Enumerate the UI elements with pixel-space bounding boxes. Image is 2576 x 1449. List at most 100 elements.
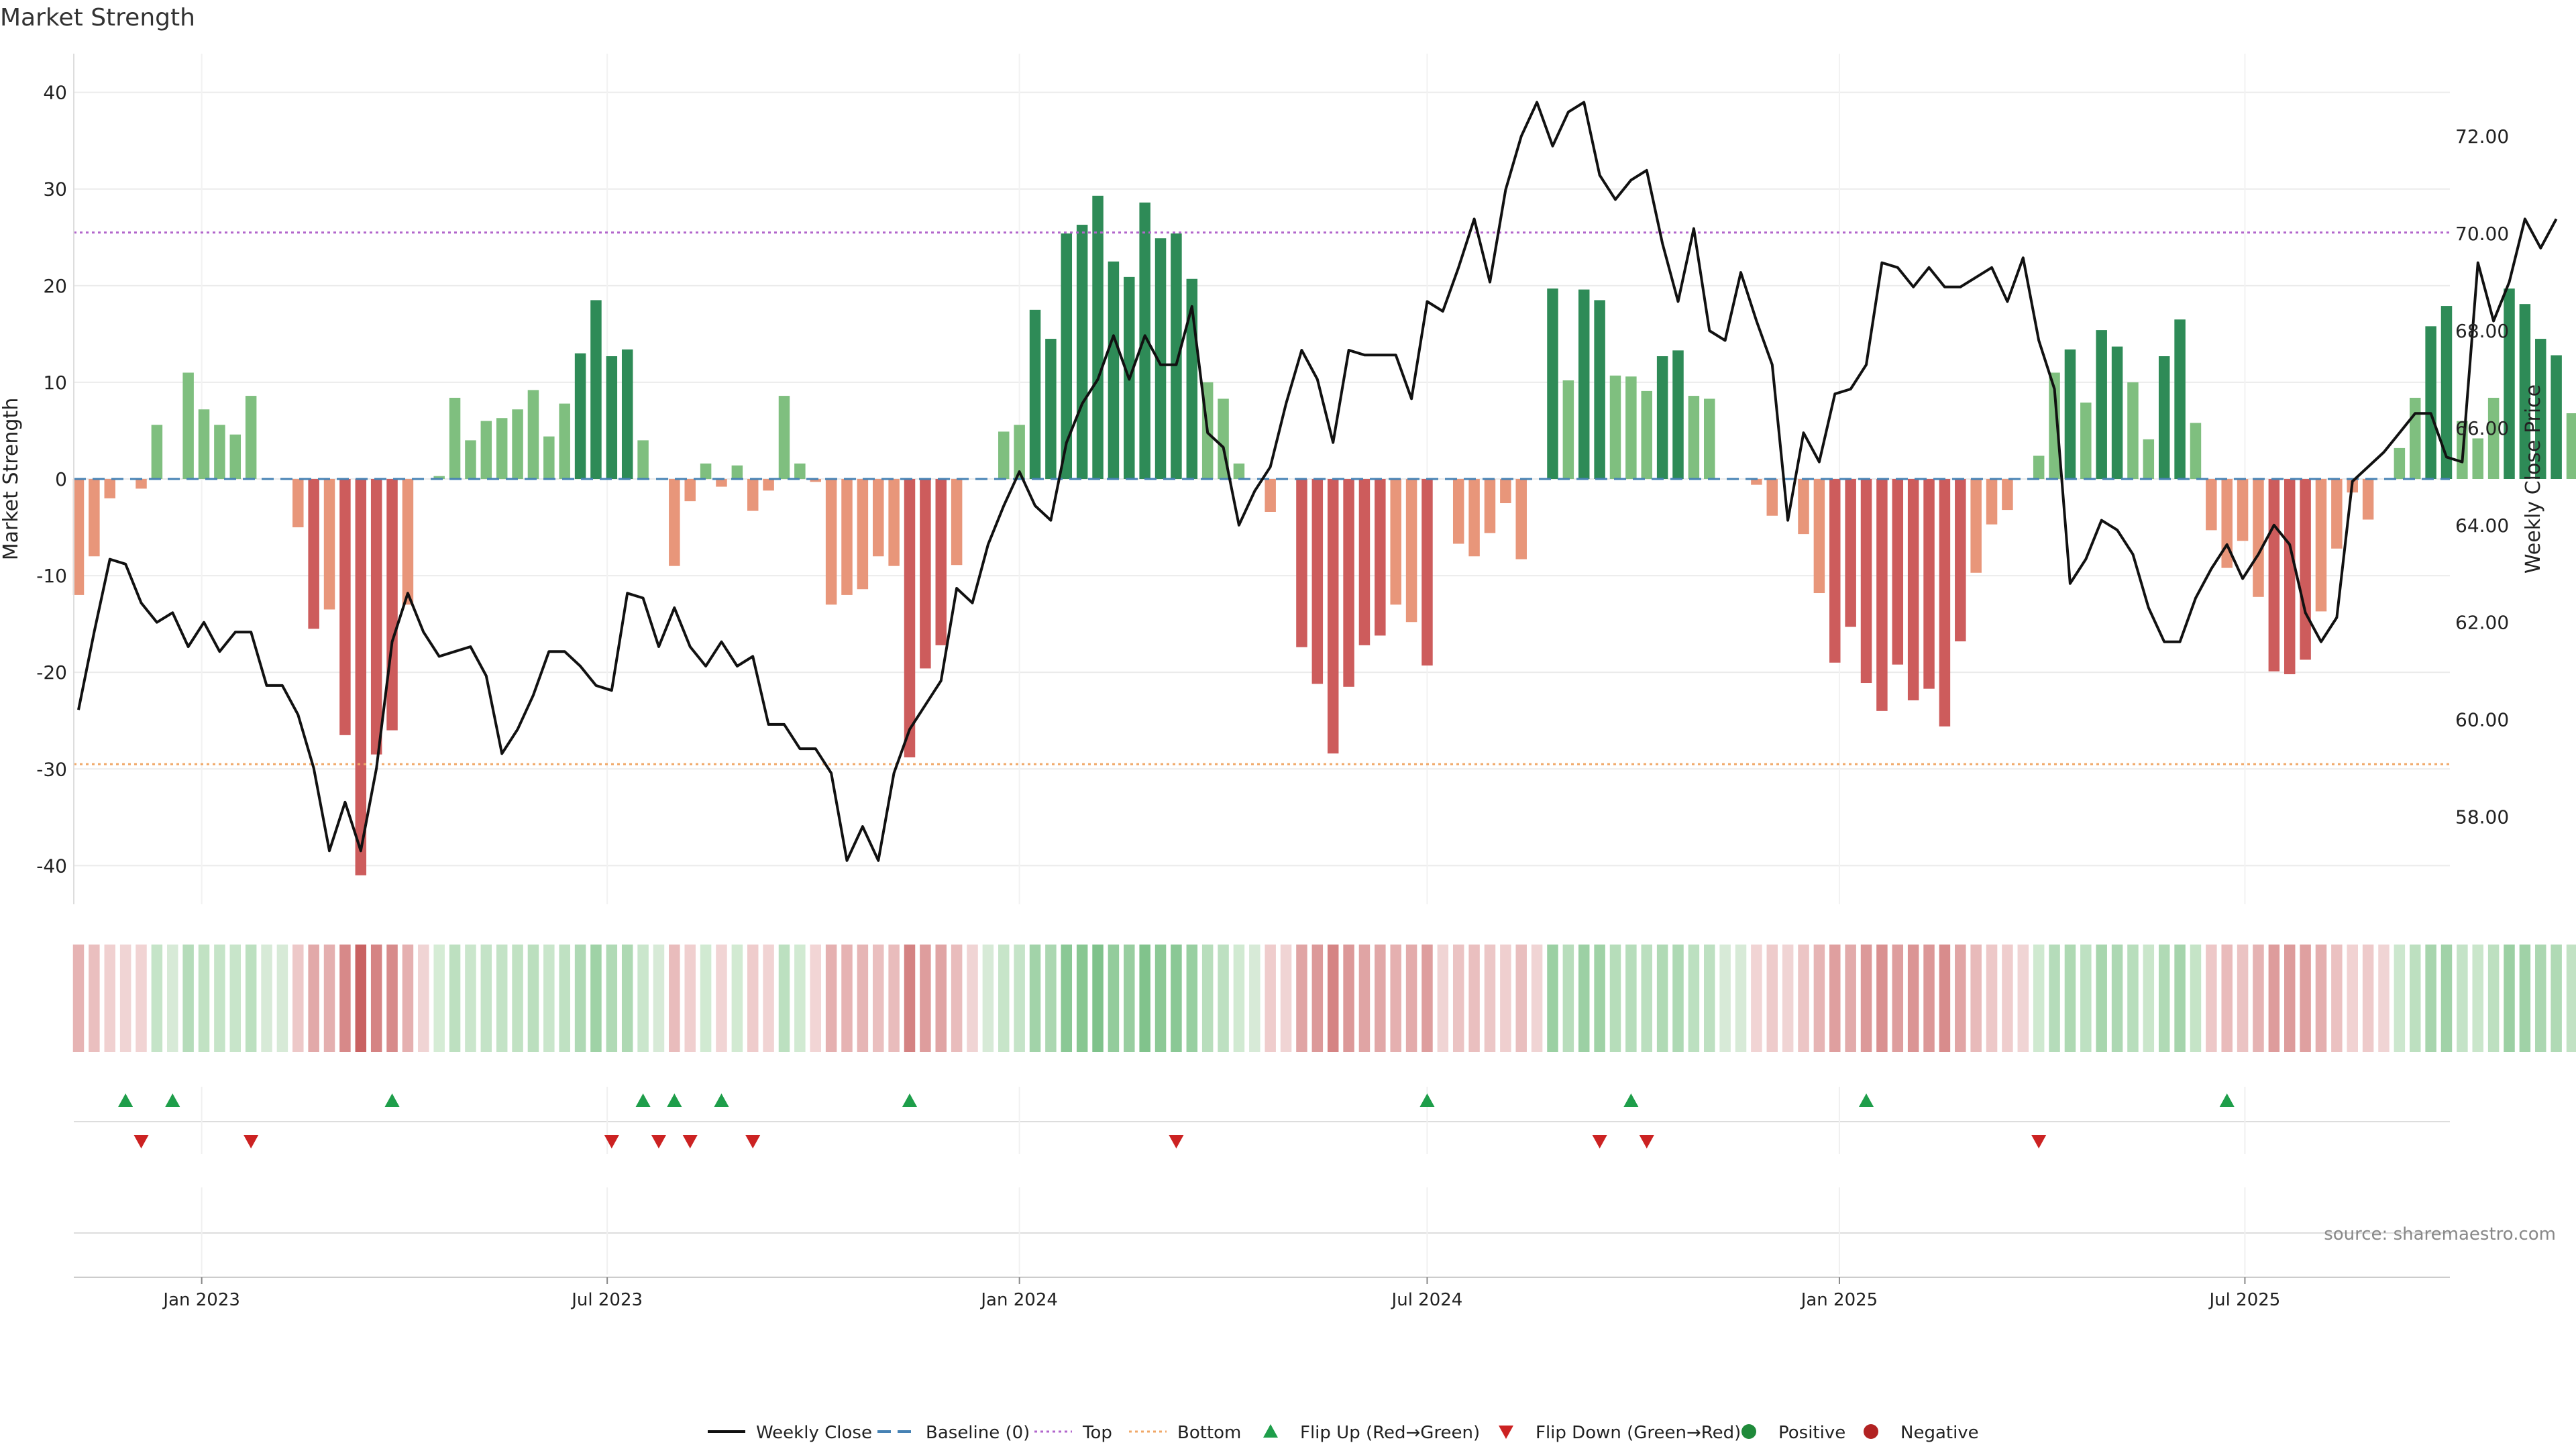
heat-cell <box>1311 945 1324 1052</box>
heat-cell <box>1907 945 1919 1052</box>
strength-bar <box>339 479 351 735</box>
heat-cell <box>261 945 272 1052</box>
flip-down-marker <box>2031 1135 2047 1148</box>
heat-cell <box>1688 945 1700 1052</box>
strength-bar <box>1076 225 1088 479</box>
strength-bar <box>2410 397 2421 479</box>
heat-cell <box>1437 945 1449 1052</box>
heat-cell <box>1625 945 1637 1052</box>
heat-cell <box>2049 945 2060 1052</box>
source-label: source: sharemaestro.com <box>2324 1224 2556 1244</box>
y-tick-label: -30 <box>36 758 67 780</box>
strength-bar <box>2190 423 2202 479</box>
heat-cell <box>1672 945 1684 1052</box>
strength-bar <box>2440 306 2453 479</box>
flip-up-marker <box>118 1093 133 1107</box>
strength-bar <box>1014 425 1025 479</box>
weekly-close-line <box>77 101 2558 862</box>
heat-cell <box>2472 945 2483 1052</box>
heat-cell <box>825 945 837 1052</box>
strength-bar <box>716 479 727 487</box>
heat-cell <box>998 945 1010 1052</box>
strength-bar <box>2206 479 2217 531</box>
heat-cell <box>1782 945 1794 1052</box>
heat-cell <box>1218 945 1229 1052</box>
heat-cell <box>72 945 85 1052</box>
strength-bar <box>386 479 398 731</box>
strength-bar <box>2096 330 2107 479</box>
strength-bar <box>1955 479 1966 642</box>
heat-cell <box>89 945 100 1052</box>
strength-bar <box>2049 372 2060 479</box>
strength-bar <box>2033 455 2045 479</box>
strength-bar <box>606 356 618 479</box>
heat-cell <box>1139 945 1150 1052</box>
strength-bar <box>1688 396 1700 479</box>
legend-label: Weekly Close <box>756 1423 872 1443</box>
heat-cell <box>1390 945 1401 1052</box>
strength-bar <box>1421 479 1433 666</box>
heat-cell <box>1594 945 1605 1052</box>
heat-cell <box>2457 945 2468 1052</box>
strength-bar <box>2519 304 2531 479</box>
heat-cell <box>2127 945 2139 1052</box>
heat-cell <box>229 945 241 1052</box>
strength-bar <box>559 403 570 479</box>
flip-down-marker <box>682 1135 698 1148</box>
heat-cell <box>1421 945 1433 1052</box>
strength-bar <box>229 434 241 479</box>
heat-cell <box>1327 945 1339 1052</box>
strength-bar <box>1484 479 1496 533</box>
x-tick-label: Jan 2025 <box>1800 1290 1878 1310</box>
flip-down-marker <box>1592 1135 1607 1148</box>
strength-bar <box>433 476 445 479</box>
heat-cell <box>1014 945 1025 1052</box>
heat-cell <box>1061 945 1073 1052</box>
lines-layer <box>74 101 2558 862</box>
strength-bar <box>920 479 931 669</box>
heat-cell <box>763 945 774 1052</box>
strength-bar <box>1452 479 1464 544</box>
heat-cell <box>136 945 147 1052</box>
strength-bar <box>700 463 712 479</box>
strength-bar <box>1672 350 1684 479</box>
heat-cell <box>1562 945 1574 1052</box>
heat-cell <box>1155 945 1167 1052</box>
heat-cell <box>2487 945 2500 1052</box>
legend-item-bottom: Bottom <box>1129 1423 1241 1443</box>
strength-bar <box>1970 479 1982 573</box>
y2-tick-label: 68.00 <box>2455 320 2509 342</box>
heat-cell <box>104 945 115 1052</box>
legend-item-flip-up: Flip Up (Red→Green) <box>1263 1423 1480 1443</box>
strength-bar <box>1390 479 1401 605</box>
strength-bar <box>480 421 492 479</box>
legend-label: Baseline (0) <box>926 1423 1030 1443</box>
heat-cell <box>1892 945 1904 1052</box>
heat-cell <box>684 945 696 1052</box>
heat-cell <box>370 945 382 1052</box>
strength-bar <box>1876 479 1888 711</box>
strength-bar <box>1405 479 1417 623</box>
strength-bar <box>951 479 963 566</box>
strength-bar <box>1311 479 1324 684</box>
heat-cell <box>2017 945 2029 1052</box>
heat-cell <box>433 945 445 1052</box>
heat-cell <box>778 945 790 1052</box>
flip-up-marker <box>1859 1093 1874 1107</box>
strength-bar <box>1327 479 1339 754</box>
flip-down-marker <box>1169 1135 1184 1148</box>
strength-bar <box>2394 447 2406 479</box>
heat-cell <box>1704 945 1715 1052</box>
strength-bar <box>1594 300 1605 479</box>
strength-bar <box>1704 398 1715 479</box>
flip-up-marker <box>2219 1093 2235 1107</box>
strength-bar <box>1358 479 1371 645</box>
strength-bar <box>2504 288 2515 479</box>
strength-bar <box>308 479 319 629</box>
flip-up-marker <box>667 1093 682 1107</box>
heat-cell <box>182 945 194 1052</box>
heat-cell <box>1029 945 1041 1052</box>
strength-bar <box>214 425 225 479</box>
heat-cell <box>794 945 806 1052</box>
strength-bar <box>136 479 147 489</box>
